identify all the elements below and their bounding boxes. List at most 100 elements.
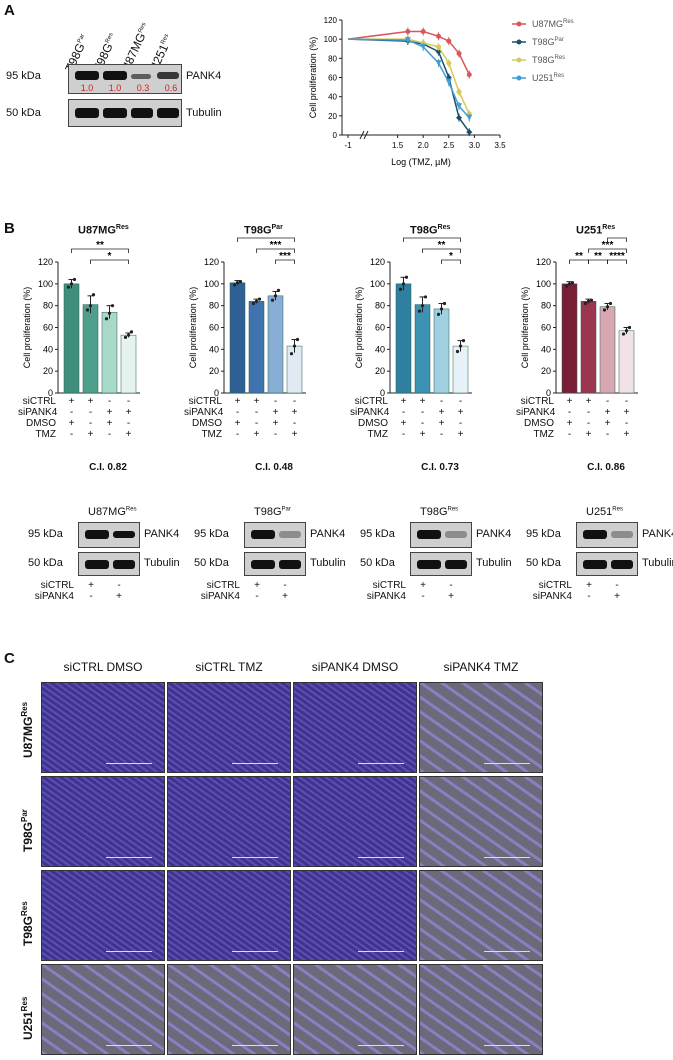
- treatment-sign: +: [282, 591, 288, 602]
- panel-letter-b: B: [4, 220, 15, 237]
- treatment-sign: +: [585, 429, 592, 440]
- treatment-label: siCTRL: [372, 580, 406, 591]
- treatment-sign: +: [419, 396, 426, 407]
- y-tick-label: 100: [370, 279, 385, 289]
- replicate-point: [107, 311, 112, 315]
- treatment-sign: -: [586, 418, 591, 429]
- treatment-sign: -: [439, 396, 444, 407]
- data-point: [456, 103, 463, 110]
- cell-line-row-label: U87MGRes: [20, 701, 35, 758]
- blot-band: [445, 531, 467, 538]
- significance-label: ****: [258, 236, 274, 240]
- treatment-sign: +: [253, 429, 260, 440]
- y-tick-label: 100: [204, 279, 219, 289]
- data-point: [435, 60, 442, 67]
- treatment-label: siCTRL: [40, 580, 74, 591]
- blot-protein-pank4: PANK4: [310, 528, 346, 540]
- blot-protein-tubulin: Tubulin: [186, 107, 222, 119]
- scale-bar: [358, 951, 404, 952]
- replicate-point: [583, 301, 588, 306]
- blot-kda-50: 50 kDa: [526, 557, 561, 569]
- micrograph: [419, 776, 543, 867]
- blot-kda-50: 50 kDa: [6, 107, 41, 119]
- micrograph: [293, 870, 417, 961]
- x-tick-label: -1: [344, 141, 352, 150]
- data-point: [420, 43, 427, 50]
- bar: [82, 304, 99, 394]
- significance-label: ***: [279, 251, 291, 262]
- bar: [120, 334, 137, 394]
- blot-protein-pank4: PANK4: [186, 70, 222, 82]
- panel-letter-a: A: [4, 2, 15, 19]
- blot-band: [445, 560, 467, 569]
- treatment-sign: +: [88, 580, 94, 591]
- treatment-label: siCTRL: [22, 396, 56, 407]
- y-tick-label: 80: [375, 301, 385, 311]
- treatment-sign: +: [125, 429, 132, 440]
- treatment-sign: -: [254, 418, 259, 429]
- treatment-sign: +: [125, 407, 132, 418]
- replicate-point: [254, 299, 259, 303]
- significance-bracket: [588, 248, 627, 253]
- significance-bracket: [71, 248, 129, 253]
- treatment-sign: +: [585, 396, 592, 407]
- treatment-label: siPANK4: [532, 591, 572, 602]
- dose-response-chart: 0 20 40 60 80 100 120 -1 1.5 2.0 2.5 3.0 3.5 Cell pro…: [308, 16, 574, 167]
- y-tick-label: 0: [380, 388, 385, 398]
- y-tick-label: 100: [536, 279, 551, 289]
- replicate-point: [91, 293, 96, 297]
- significance-label: *: [108, 251, 112, 262]
- scale-bar: [106, 1045, 152, 1046]
- treatment-sign: -: [587, 591, 591, 602]
- treatment-label: siPANK4: [350, 407, 390, 418]
- y-tick-label: 100: [324, 35, 338, 44]
- significance-label: **: [594, 251, 602, 262]
- treatment-sign: -: [69, 407, 74, 418]
- legend-label: T98GPar: [532, 37, 564, 47]
- scale-bar: [106, 951, 152, 952]
- pank4-blot: [576, 522, 638, 548]
- significance-label: *: [449, 251, 453, 262]
- blot-band: [583, 560, 607, 569]
- bar: [414, 304, 431, 394]
- axis-break: [359, 130, 365, 140]
- significance-label: ***: [611, 236, 623, 240]
- y-tick-label: 120: [38, 257, 53, 267]
- series-line: [348, 38, 470, 115]
- quant-value: 0.6: [164, 83, 178, 93]
- treatment-sign: -: [439, 429, 444, 440]
- replicate-point: [289, 352, 294, 356]
- treatment-sign: -: [88, 407, 93, 418]
- replicate-point: [570, 281, 575, 285]
- treatment-sign: -: [449, 580, 453, 591]
- significance-bracket: [441, 259, 461, 264]
- treatment-sign: +: [448, 591, 454, 602]
- replicate-point: [72, 277, 77, 282]
- panel-letter-c: C: [4, 650, 15, 667]
- replicate-point: [129, 330, 134, 334]
- treatment-sign: -: [107, 396, 112, 407]
- tubulin-blot: [576, 552, 638, 576]
- combination-index: C.I. 0.73: [421, 462, 459, 473]
- significance-bracket: [275, 259, 295, 264]
- y-tick-label: 20: [541, 366, 551, 376]
- replicate-point: [238, 280, 243, 284]
- treatment-sign: +: [254, 580, 260, 591]
- blot-band: [251, 530, 275, 539]
- x-tick-label: 1.5: [392, 141, 404, 150]
- bar: [248, 301, 265, 394]
- scale-bar: [484, 763, 530, 764]
- axis-break: [363, 130, 369, 140]
- bar: [286, 345, 303, 394]
- treatment-sign: +: [106, 407, 113, 418]
- treatment-sign: +: [623, 429, 630, 440]
- scale-bar: [358, 1045, 404, 1046]
- treatment-sign: -: [420, 418, 425, 429]
- treatment-sign: +: [438, 418, 445, 429]
- scale-bar: [106, 763, 152, 764]
- treatment-label: siCTRL: [188, 396, 222, 407]
- replicate-point: [232, 283, 237, 287]
- y-tick-label: 40: [209, 344, 219, 354]
- treatment-sign: +: [291, 429, 298, 440]
